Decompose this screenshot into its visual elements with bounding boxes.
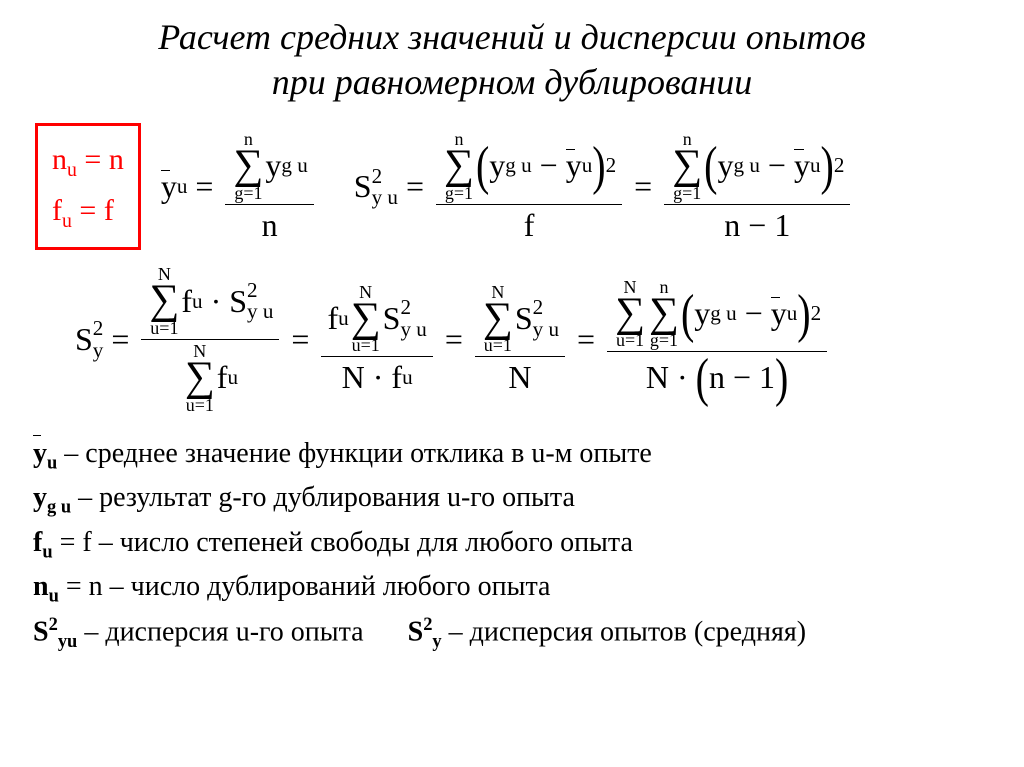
slide-title: Расчет средних значений и дисперсии опыт…	[25, 15, 999, 105]
title-line-2: при равномерном дублировании	[272, 62, 752, 102]
mean-equation: yu = n ∑ g=1 yg u n	[161, 130, 318, 244]
def-ygu: yg u – результат g-го дублирования u-го …	[33, 478, 999, 520]
pooled-variance-equation: S2y = N∑u=1 fu · S2y u N∑u=1 fu = fu N∑u…	[25, 265, 999, 413]
definitions-block: yu – среднее значение функции отклика в …	[25, 434, 999, 655]
assumption-n: nu = n	[52, 136, 124, 187]
def-ybar: yu – среднее значение функции отклика в …	[33, 434, 999, 476]
variance-per-exp-equation: S2y u = n ∑ g=1 ( yg u − yu )2 f =	[338, 130, 855, 244]
def-nu: nu = n – число дублирований любого опыта	[33, 567, 999, 609]
assumptions-box: nu = n fu = f	[35, 123, 141, 250]
equation-row-1: nu = n fu = f yu = n ∑ g=1 yg u n S2y u …	[25, 123, 999, 250]
def-fu: fu = f – число степеней свободы для любо…	[33, 523, 999, 565]
title-line-1: Расчет средних значений и дисперсии опыт…	[158, 17, 866, 57]
def-s2: S2yu – дисперсия u-го опыта S2y – диспер…	[33, 611, 999, 655]
assumption-f: fu = f	[52, 187, 124, 238]
